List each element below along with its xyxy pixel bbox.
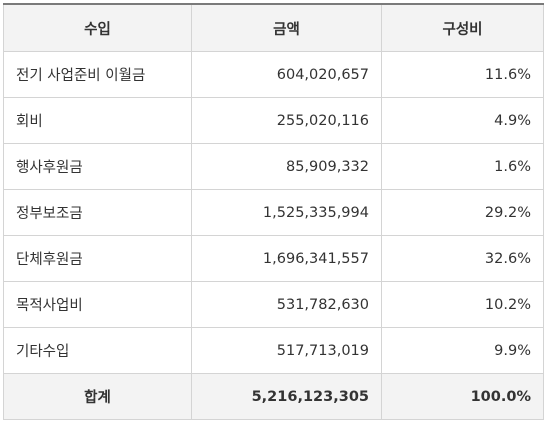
row-ratio: 32.6% xyxy=(381,235,544,282)
table-row: 전기 사업준비 이월금 604,020,657 11.6% xyxy=(3,51,544,98)
header-row: 수입 금액 구성비 xyxy=(3,3,544,52)
row-source: 회비 xyxy=(3,97,192,144)
row-amount: 255,020,116 xyxy=(191,97,382,144)
table-row: 기타수입 517,713,019 9.9% xyxy=(3,327,544,374)
row-ratio: 1.6% xyxy=(381,143,544,190)
row-source: 행사후원금 xyxy=(3,143,192,190)
row-ratio: 29.2% xyxy=(381,189,544,236)
table-footer: 합계 5,216,123,305 100.0% xyxy=(3,373,544,420)
table-body: 전기 사업준비 이월금 604,020,657 11.6% 회비 255,020… xyxy=(3,51,544,374)
table-row: 단체후원금 1,696,341,557 32.6% xyxy=(3,235,544,282)
row-source: 단체후원금 xyxy=(3,235,192,282)
header-source: 수입 xyxy=(3,3,192,52)
table-row: 회비 255,020,116 4.9% xyxy=(3,97,544,144)
income-table: 수입 금액 구성비 전기 사업준비 이월금 604,020,657 11.6% … xyxy=(3,3,544,420)
total-ratio: 100.0% xyxy=(381,373,544,420)
table-row: 정부보조금 1,525,335,994 29.2% xyxy=(3,189,544,236)
income-table-container: 수입 금액 구성비 전기 사업준비 이월금 604,020,657 11.6% … xyxy=(3,3,544,420)
row-source: 목적사업비 xyxy=(3,281,192,328)
header-ratio: 구성비 xyxy=(381,3,544,52)
row-ratio: 4.9% xyxy=(381,97,544,144)
row-ratio: 10.2% xyxy=(381,281,544,328)
row-amount: 1,525,335,994 xyxy=(191,189,382,236)
row-source: 전기 사업준비 이월금 xyxy=(3,51,192,98)
row-source: 정부보조금 xyxy=(3,189,192,236)
row-ratio: 11.6% xyxy=(381,51,544,98)
total-label: 합계 xyxy=(3,373,192,420)
total-row: 합계 5,216,123,305 100.0% xyxy=(3,373,544,420)
row-amount: 85,909,332 xyxy=(191,143,382,190)
row-amount: 604,020,657 xyxy=(191,51,382,98)
table-row: 행사후원금 85,909,332 1.6% xyxy=(3,143,544,190)
row-amount: 531,782,630 xyxy=(191,281,382,328)
row-ratio: 9.9% xyxy=(381,327,544,374)
table-header: 수입 금액 구성비 xyxy=(3,3,544,52)
table-row: 목적사업비 531,782,630 10.2% xyxy=(3,281,544,328)
total-amount: 5,216,123,305 xyxy=(191,373,382,420)
row-source: 기타수입 xyxy=(3,327,192,374)
header-amount: 금액 xyxy=(191,3,382,52)
row-amount: 517,713,019 xyxy=(191,327,382,374)
row-amount: 1,696,341,557 xyxy=(191,235,382,282)
